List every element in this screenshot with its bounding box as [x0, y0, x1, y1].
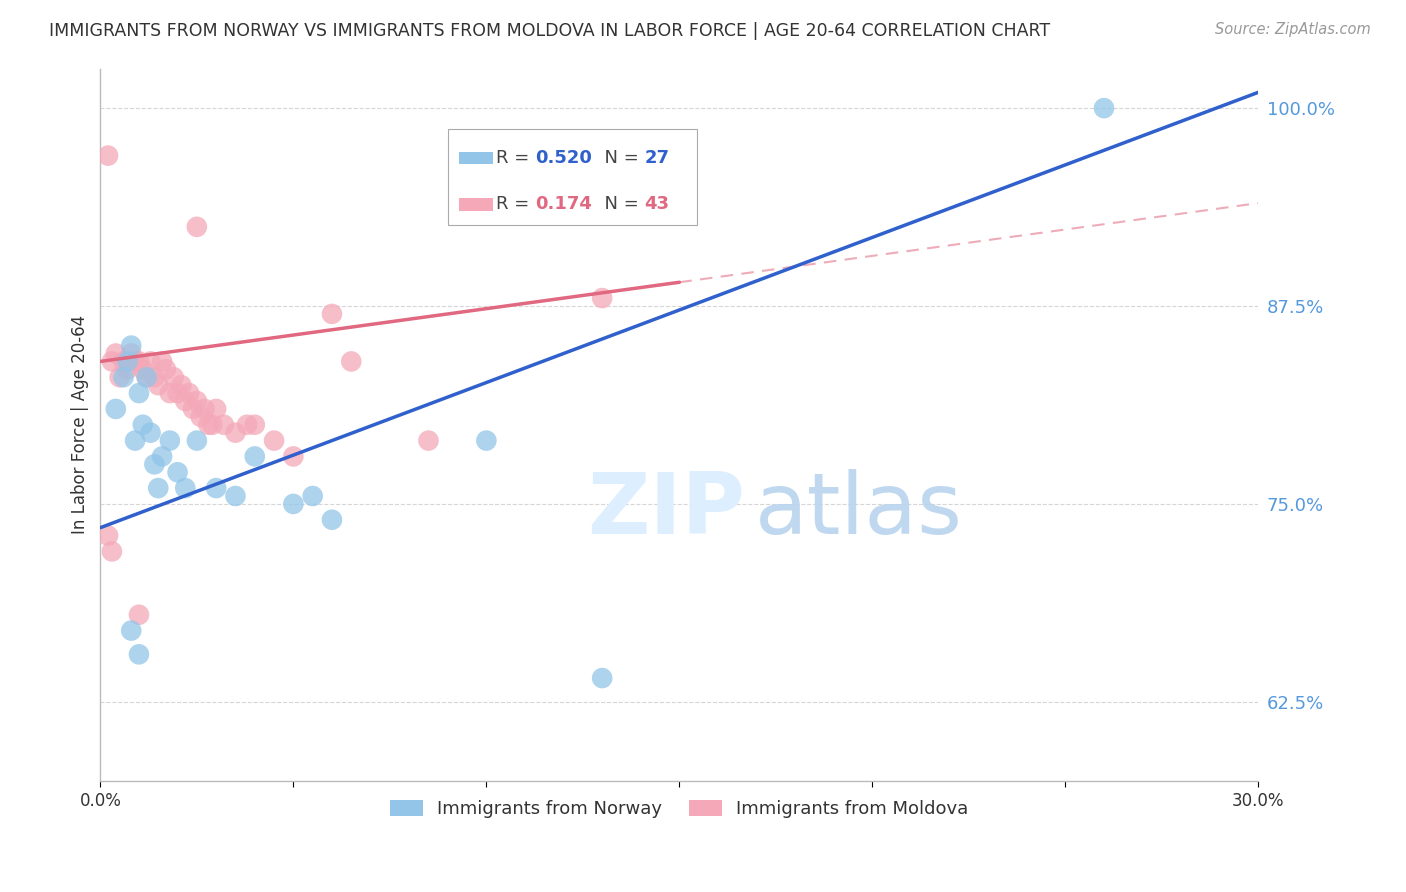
Text: 27: 27 — [644, 149, 669, 167]
Point — [135, 370, 157, 384]
Point — [132, 417, 155, 432]
Point — [148, 378, 170, 392]
Text: 43: 43 — [644, 195, 669, 213]
Point — [159, 434, 181, 448]
Text: R =: R = — [496, 149, 536, 167]
Point — [148, 481, 170, 495]
Point — [591, 671, 613, 685]
Text: IMMIGRANTS FROM NORWAY VS IMMIGRANTS FROM MOLDOVA IN LABOR FORCE | AGE 20-64 COR: IMMIGRANTS FROM NORWAY VS IMMIGRANTS FRO… — [49, 22, 1050, 40]
Point — [104, 346, 127, 360]
Point — [224, 489, 246, 503]
Point — [224, 425, 246, 440]
Point — [475, 434, 498, 448]
Point — [174, 394, 197, 409]
Point — [97, 528, 120, 542]
Point — [205, 401, 228, 416]
Point — [170, 378, 193, 392]
Point — [186, 434, 208, 448]
Point — [243, 417, 266, 432]
Point — [212, 417, 235, 432]
Point — [132, 362, 155, 376]
Point — [301, 489, 323, 503]
Point — [174, 481, 197, 495]
Point — [155, 362, 177, 376]
Point — [321, 307, 343, 321]
Point — [159, 386, 181, 401]
Y-axis label: In Labor Force | Age 20-64: In Labor Force | Age 20-64 — [72, 315, 89, 534]
Point — [150, 354, 173, 368]
Text: R =: R = — [496, 195, 541, 213]
Text: 0.174: 0.174 — [534, 195, 592, 213]
Point — [117, 362, 139, 376]
Point — [120, 346, 142, 360]
Point — [166, 386, 188, 401]
Point — [135, 370, 157, 384]
Point — [143, 458, 166, 472]
Point — [120, 624, 142, 638]
Text: Source: ZipAtlas.com: Source: ZipAtlas.com — [1215, 22, 1371, 37]
Point — [190, 409, 212, 424]
Point — [120, 338, 142, 352]
Point — [181, 401, 204, 416]
Point — [236, 417, 259, 432]
Point — [97, 148, 120, 162]
Point — [128, 386, 150, 401]
Point — [186, 219, 208, 234]
Text: ZIP: ZIP — [586, 469, 745, 552]
Text: N =: N = — [592, 195, 644, 213]
Point — [124, 354, 146, 368]
Point — [166, 465, 188, 479]
Point — [143, 370, 166, 384]
Point — [591, 291, 613, 305]
Point — [194, 401, 217, 416]
Point — [179, 386, 201, 401]
FancyBboxPatch shape — [460, 198, 492, 211]
Point — [117, 354, 139, 368]
Point — [150, 450, 173, 464]
Point — [139, 425, 162, 440]
FancyBboxPatch shape — [460, 152, 492, 164]
Point — [186, 394, 208, 409]
Point — [101, 354, 124, 368]
Point — [104, 401, 127, 416]
Point — [108, 370, 131, 384]
Point — [1092, 101, 1115, 115]
Point — [112, 370, 135, 384]
Point — [128, 648, 150, 662]
Point — [205, 481, 228, 495]
Point — [197, 417, 219, 432]
Point — [201, 417, 224, 432]
Text: N =: N = — [592, 149, 644, 167]
Point — [163, 370, 186, 384]
Point — [283, 450, 305, 464]
Point — [128, 607, 150, 622]
Point — [263, 434, 285, 448]
Point — [128, 354, 150, 368]
Point — [243, 450, 266, 464]
Point — [283, 497, 305, 511]
Point — [139, 354, 162, 368]
Text: atlas: atlas — [755, 469, 963, 552]
Point — [418, 434, 440, 448]
FancyBboxPatch shape — [447, 129, 697, 226]
Point — [340, 354, 363, 368]
Point — [112, 354, 135, 368]
Point — [124, 434, 146, 448]
Point — [101, 544, 124, 558]
Text: 0.520: 0.520 — [534, 149, 592, 167]
Legend: Immigrants from Norway, Immigrants from Moldova: Immigrants from Norway, Immigrants from … — [382, 793, 976, 825]
Point — [321, 513, 343, 527]
